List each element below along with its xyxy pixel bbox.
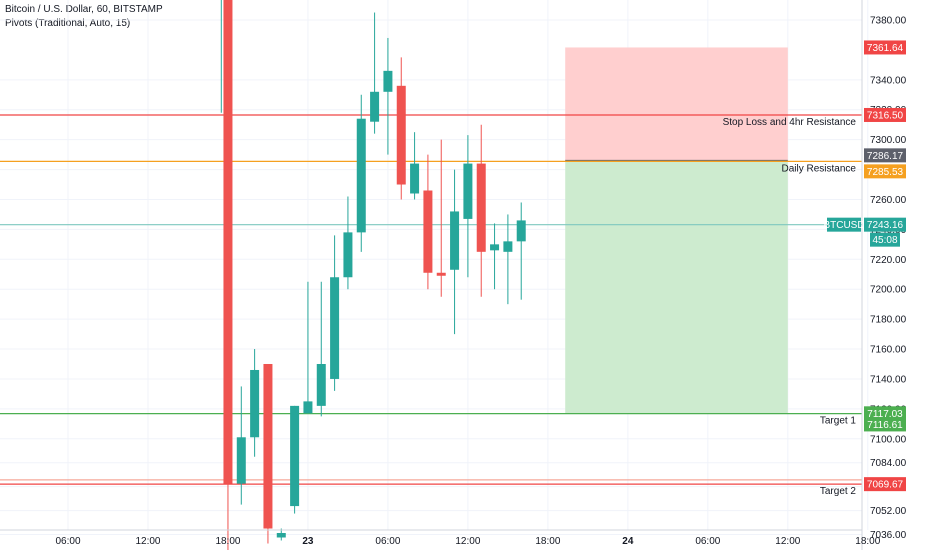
symbol-title[interactable]: Bitcoin / U.S. Dollar, 60, BITSTAMP	[5, 4, 163, 15]
target1-line-badge: 7116.61	[864, 417, 906, 432]
daily-resistance-badge-bg	[864, 164, 906, 179]
stop-price-badge-text: 7361.64	[867, 43, 904, 54]
candle-down	[476, 163, 486, 252]
target2-line-badge-bg	[864, 477, 906, 492]
candle-up	[463, 163, 473, 219]
candle-up	[410, 163, 420, 194]
candle-up	[290, 405, 300, 507]
target1-line-badge-bg	[864, 417, 906, 432]
take-profit-zone	[565, 160, 788, 414]
stop-loss-line-badge-bg	[864, 107, 906, 122]
price-tick-label: 7140.00	[870, 374, 907, 385]
countdown-badge-text: 45:08	[872, 235, 897, 246]
time-tick-label: 18:00	[535, 536, 560, 547]
daily-resistance-label: Daily Resistance	[782, 163, 857, 174]
current-symbol-badge-text: BTCUSD	[823, 220, 864, 231]
candle-up	[516, 220, 526, 242]
candle-up	[236, 437, 246, 484]
price-tick-label: 7300.00	[870, 135, 907, 146]
target-1-label: Target 1	[820, 416, 857, 427]
time-tick-label: 24	[622, 536, 634, 547]
target2-line-badge-text: 7069.67	[867, 480, 904, 491]
candle-up	[370, 91, 380, 122]
target1-price-badge: 7117.03	[864, 406, 906, 421]
candle-up	[343, 232, 353, 278]
entry-price-badge-bg	[864, 148, 906, 163]
candle-down	[223, 0, 233, 484]
candle-up	[330, 277, 340, 379]
price-tick-label: 7260.00	[870, 195, 907, 206]
time-tick-label: 23	[302, 536, 314, 547]
stop-loss-4hr-resistance-label: Stop Loss and 4hr Resistance	[723, 117, 857, 128]
candle-up	[356, 118, 366, 233]
target-2-label: Target 2	[820, 486, 857, 497]
target1-line-badge-text: 7116.61	[867, 420, 903, 431]
countdown-badge: 45:08	[870, 232, 900, 247]
candle-up	[383, 70, 393, 92]
candle-up	[490, 244, 500, 251]
candle-up	[450, 211, 460, 270]
stop-price-badge-bg	[864, 40, 906, 55]
stop-loss-line-badge: 7316.50	[864, 107, 906, 122]
candle-up	[250, 369, 260, 438]
price-tick-label: 7220.00	[870, 255, 907, 266]
time-tick-label: 18:00	[855, 536, 880, 547]
price-tick-label: 7052.00	[870, 506, 907, 517]
current-symbol-badge-bg	[827, 217, 861, 232]
time-tick-label: 12:00	[775, 536, 800, 547]
time-tick-label: 12:00	[135, 536, 160, 547]
price-tick-label: 7100.00	[870, 434, 907, 445]
target1-price-badge-bg	[864, 406, 906, 421]
stop-loss-line-badge-text: 7316.50	[867, 110, 904, 121]
price-tick-label: 7036.00	[870, 530, 907, 541]
entry-price-badge-text: 7286.17	[867, 151, 904, 162]
current-price-badge-bg	[864, 217, 906, 232]
candle-up	[316, 363, 326, 406]
entry-price-badge: 7286.17	[864, 148, 906, 163]
price-tick-label: 7380.00	[870, 16, 907, 27]
time-tick-label: 06:00	[55, 536, 80, 547]
current-price-badge-text: 7243.16	[867, 220, 904, 231]
time-tick-label: 06:00	[375, 536, 400, 547]
target2-line-badge: 7069.67	[864, 477, 906, 492]
price-tick-label: 7340.00	[870, 75, 907, 86]
daily-resistance-badge: 7285.53	[864, 164, 906, 179]
candle-down	[436, 272, 446, 276]
candle-up	[303, 401, 313, 414]
stop-price-badge: 7361.64	[864, 40, 906, 55]
stop-loss-zone	[565, 47, 788, 161]
time-tick-label: 12:00	[455, 536, 480, 547]
candle-down	[423, 190, 433, 273]
price-tick-label: 7180.00	[870, 315, 907, 326]
price-tick-label: 7200.00	[870, 285, 907, 296]
time-tick-label: 06:00	[695, 536, 720, 547]
countdown-badge-bg	[870, 232, 900, 247]
candle-down	[396, 85, 406, 185]
current-symbol-badge: BTCUSD	[823, 217, 865, 232]
candle-up	[276, 533, 286, 538]
price-tick-label: 7084.00	[870, 458, 907, 469]
candle-up	[503, 241, 513, 252]
time-tick-label: 18:00	[215, 536, 240, 547]
candle-down	[263, 363, 273, 529]
daily-resistance-badge-text: 7285.53	[867, 167, 904, 178]
target1-price-badge-text: 7117.03	[867, 409, 903, 420]
price-tick-label: 7160.00	[870, 345, 907, 356]
current-price-badge: 7243.16	[864, 217, 906, 232]
